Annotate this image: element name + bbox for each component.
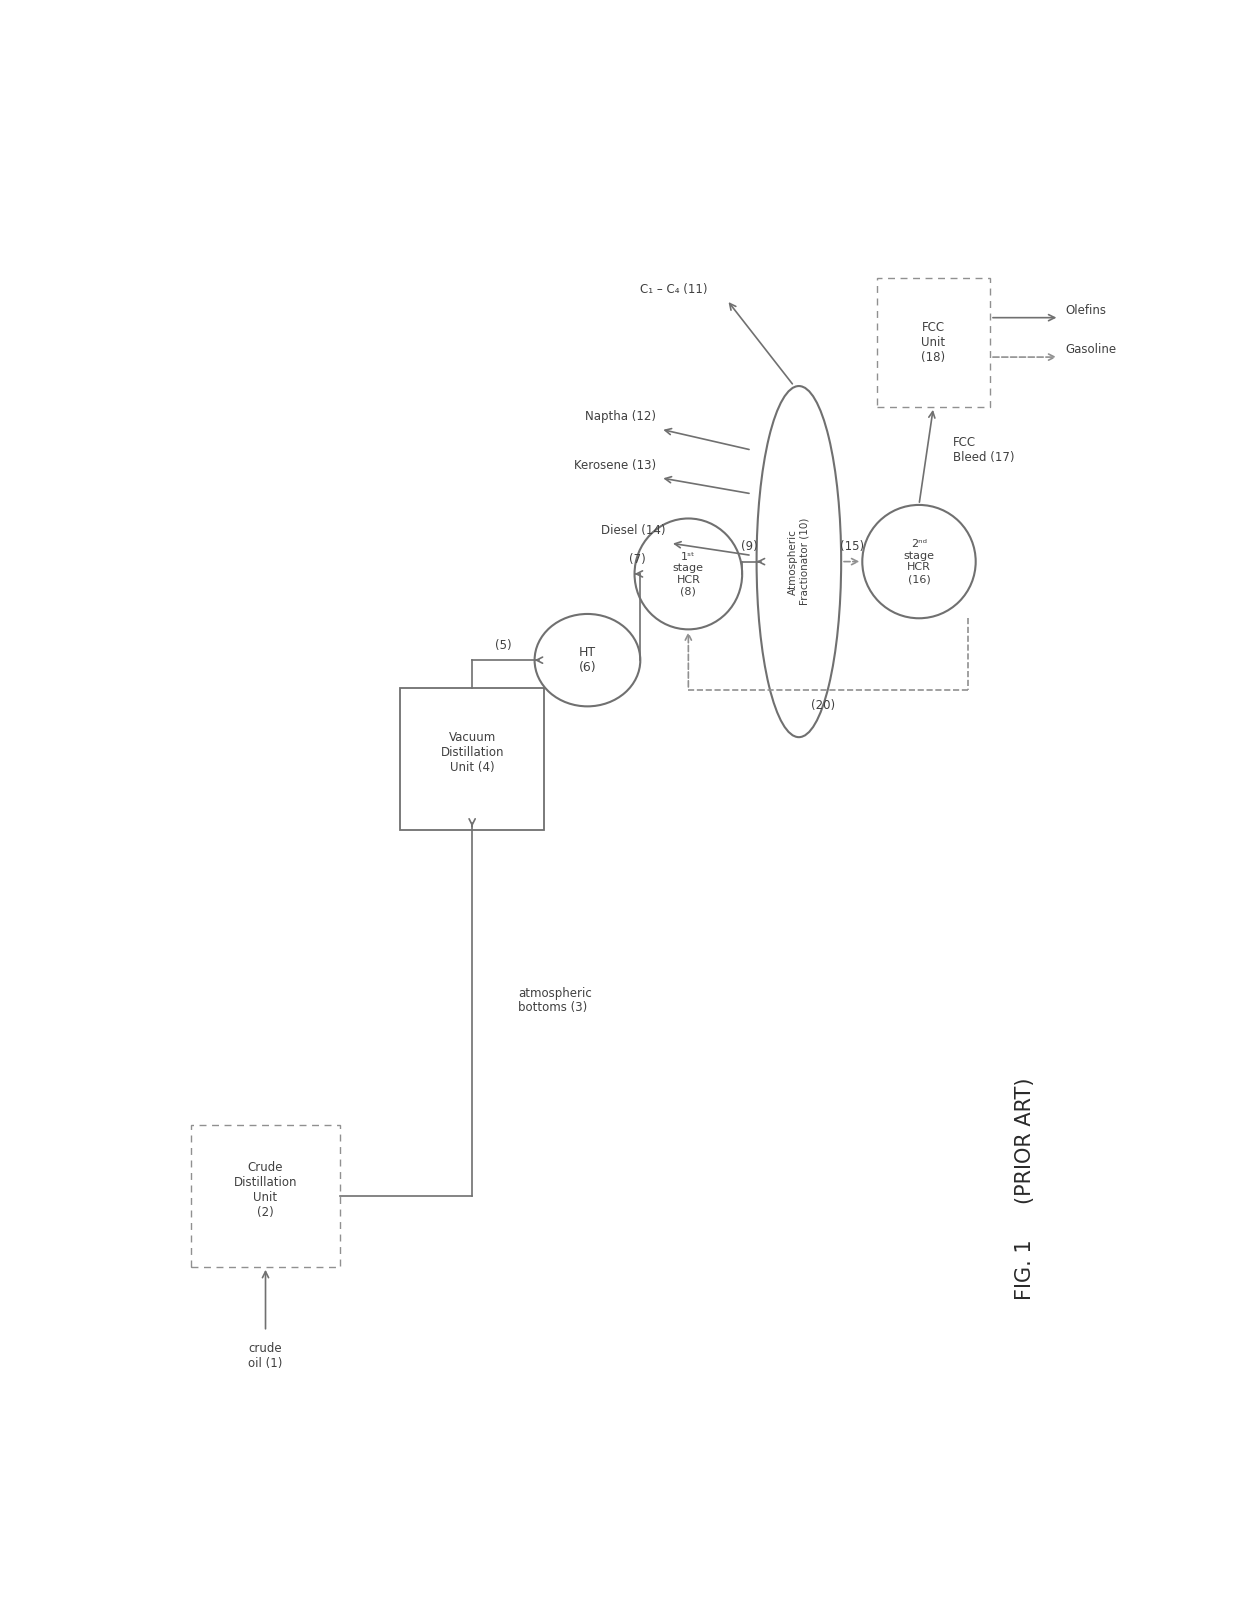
Text: 1ˢᵗ
stage
HCR
(8): 1ˢᵗ stage HCR (8) [673, 552, 704, 597]
Text: 2ⁿᵈ
stage
HCR
(16): 2ⁿᵈ stage HCR (16) [904, 539, 935, 584]
Text: Atmospheric
Fractionator (10): Atmospheric Fractionator (10) [789, 518, 810, 605]
Text: Naptha (12): Naptha (12) [585, 410, 656, 424]
Bar [877, 278, 990, 406]
Text: FCC
Bleed (17): FCC Bleed (17) [952, 435, 1014, 464]
Text: (20): (20) [811, 699, 835, 712]
Ellipse shape [534, 614, 640, 706]
Text: (9): (9) [742, 541, 758, 554]
Text: FIG. 1: FIG. 1 [1014, 1240, 1034, 1301]
Text: (7): (7) [629, 552, 646, 566]
Text: Crude
Distillation
Unit
(2): Crude Distillation Unit (2) [234, 1162, 298, 1219]
Text: crude
oil (1): crude oil (1) [248, 1342, 283, 1370]
Bar [401, 688, 544, 829]
Text: C₁ – C₄ (11): C₁ – C₄ (11) [640, 283, 708, 296]
Text: Kerosene (13): Kerosene (13) [574, 459, 656, 472]
Text: Gasoline: Gasoline [1065, 342, 1116, 357]
Ellipse shape [635, 518, 743, 629]
Ellipse shape [862, 506, 976, 618]
Text: FCC
Unit
(18): FCC Unit (18) [921, 322, 945, 363]
Text: Olefins: Olefins [1065, 304, 1106, 317]
Text: (PRIOR ART): (PRIOR ART) [1014, 1077, 1034, 1203]
Text: Diesel (14): Diesel (14) [601, 525, 666, 538]
Text: HT
(6): HT (6) [579, 646, 596, 674]
Bar [191, 1125, 340, 1267]
Text: atmospheric
bottoms (3): atmospheric bottoms (3) [518, 987, 591, 1014]
Text: (15): (15) [839, 541, 864, 554]
Ellipse shape [756, 386, 841, 738]
Text: Vacuum
Distillation
Unit (4): Vacuum Distillation Unit (4) [440, 731, 503, 774]
Text: (5): (5) [495, 638, 512, 651]
